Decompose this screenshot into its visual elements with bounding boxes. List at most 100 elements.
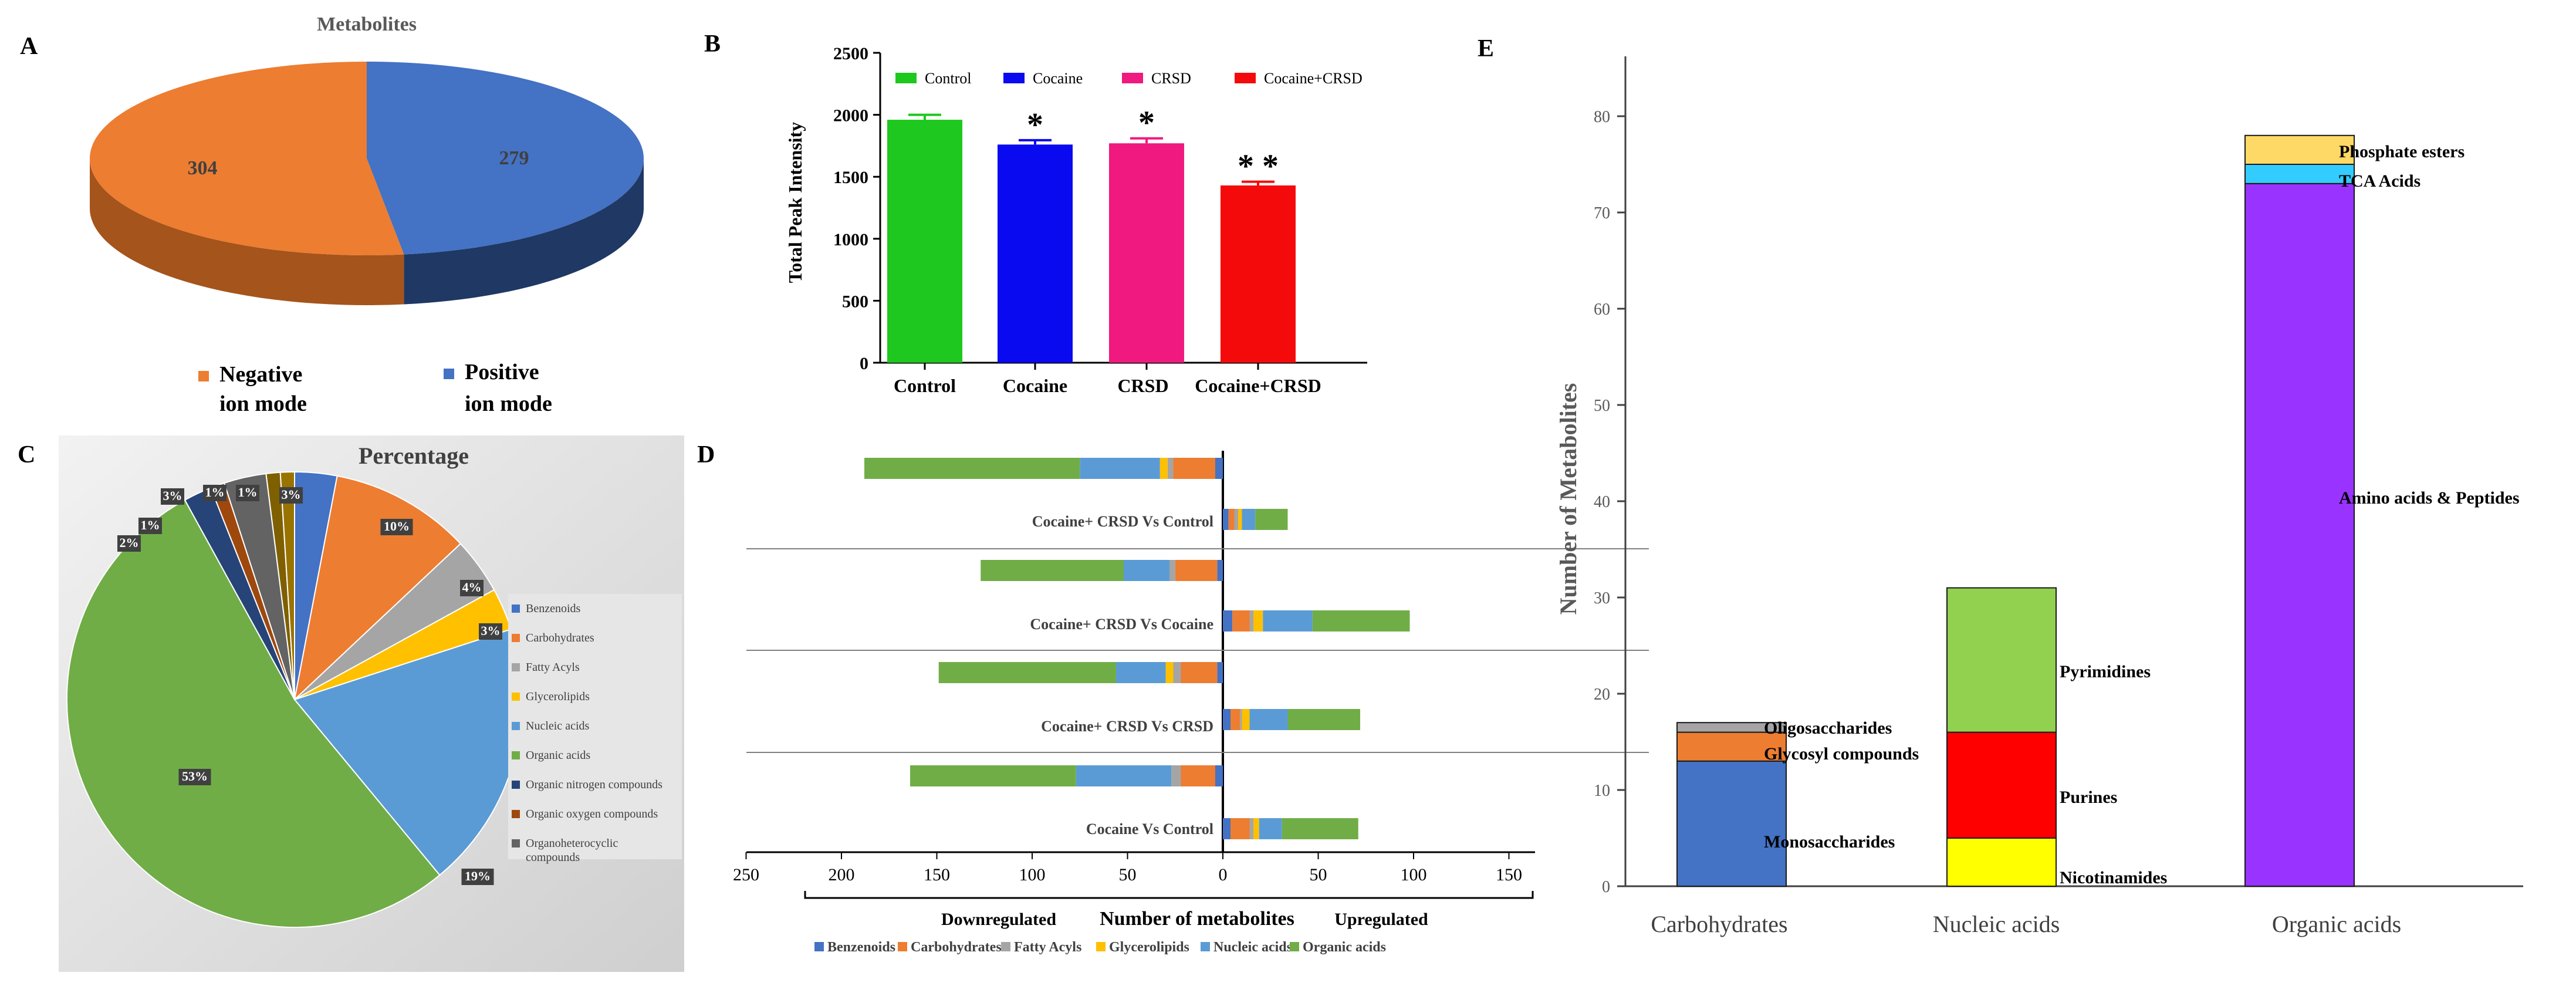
panel-d-bar-up <box>1249 818 1253 839</box>
pie-c-data-label: 1% <box>141 518 160 532</box>
pie-c-data-label-box <box>380 519 413 535</box>
panel-d-x-tick-label: 100 <box>1401 865 1427 884</box>
panel-e-bar-segment <box>1676 760 1787 887</box>
panel-d-bar-down <box>1173 662 1181 683</box>
legend-label-negative-2: ion mode <box>219 391 307 416</box>
panel-d-bracket <box>804 891 1534 899</box>
pie-a-label-positive: 279 <box>499 147 529 169</box>
panel-d-x-tick-label: 200 <box>829 865 855 884</box>
panel-e-bar-segment <box>1946 587 2057 733</box>
panel-d-legend-label: Benzenoids <box>827 940 895 955</box>
panel-d-bar-down <box>1217 560 1223 581</box>
pie-a-side-positive <box>404 158 644 305</box>
legend-swatch-positive <box>444 369 454 379</box>
pie-c-data-label: 53% <box>182 769 208 784</box>
panel-d-bar-down <box>981 560 1124 581</box>
pie-c-data-label: 3% <box>481 623 501 638</box>
panel-d-bar-down <box>864 458 1080 479</box>
pie-c-data-label: 1% <box>238 485 258 499</box>
panel-b-legend-label: Cocaine+CRSD <box>1264 70 1363 87</box>
panel-d-bar-down <box>1165 662 1174 683</box>
panel-d-bar-up <box>1228 509 1235 530</box>
pie-c-legend-background <box>508 594 682 859</box>
panel-b-significance: * <box>1027 107 1043 143</box>
panel-d-legend-swatch <box>1290 942 1299 951</box>
panel-e-segment-label: Glycosyl compounds <box>1764 744 1919 764</box>
pie-c-legend-swatch <box>512 634 520 642</box>
panel-e-y-tick-label: 30 <box>1594 589 1610 607</box>
legend-swatch-negative <box>198 371 209 381</box>
panel-letter-d: D <box>697 441 715 468</box>
panel-b-significance: * <box>1138 105 1155 141</box>
pie-c-data-label-box <box>460 580 484 596</box>
pie-a-slice-negative <box>89 62 404 255</box>
panel-d-bar-up <box>1232 610 1250 632</box>
legend-label-positive-1: Positive <box>465 360 539 384</box>
panel-b-y-tick-label: 1500 <box>833 168 868 187</box>
panel-d-bar-up <box>1282 818 1358 839</box>
panel-b-legend-swatch <box>1235 73 1256 83</box>
pie-c-data-label: 3% <box>163 488 182 503</box>
panel-letter-c: C <box>18 441 35 468</box>
panel-d-x-tick-label: 150 <box>924 865 950 884</box>
panel-b-bar <box>887 120 962 363</box>
panel-d-legend-swatch <box>1096 942 1106 951</box>
pie-c-legend-swatch <box>512 663 520 671</box>
panel-e-x-tick-label: Nucleic acids <box>1933 911 2060 937</box>
panel-d-bar-up <box>1240 709 1242 730</box>
panel-b-bar <box>1109 143 1184 363</box>
pie-c-legend-label: Benzenoids <box>526 602 581 615</box>
panel-d-legend-label: Nucleic acids <box>1213 940 1292 955</box>
panel-c-pie-chart: Percentage 3%10%4%3%19%53%2%1%3% 1% 1% Ben… <box>59 435 684 972</box>
pie-c-legend-label: Glycerolipids <box>526 690 590 703</box>
pie-c-data-label-box <box>479 623 502 640</box>
panel-d-bar-up <box>1259 818 1282 839</box>
panel-d-comparison-label: Cocaine+ CRSD Vs Control <box>1032 513 1213 530</box>
panel-d-legend-label: Glycerolipids <box>1109 940 1189 955</box>
panel-e-stacked-bar-chart: Number of Metabolites 0 10 20 30 40 50 60 70 80 M… <box>1555 56 2523 937</box>
panel-e-y-tick-label: 10 <box>1594 782 1610 800</box>
panel-letter-b: B <box>704 31 721 58</box>
panel-b-x-tick-label: Cocaine <box>1003 375 1067 396</box>
legend-label-positive-2: ion mode <box>465 391 552 416</box>
pie-c-legend-swatch <box>512 693 520 701</box>
pie-c-data-label: 4% <box>462 580 482 595</box>
panel-e-segment-label: Pyrimidines <box>2060 662 2151 681</box>
panel-e-bar-segment <box>2244 134 2355 166</box>
pie-c-data-label-box <box>279 487 303 504</box>
pie-c-legend-label: Organic nitrogen compounds <box>526 778 662 791</box>
panel-e-y-tick-label: 60 <box>1594 300 1610 319</box>
panel-d-legend-label: Fatty Acyls <box>1014 940 1081 955</box>
panel-e-segment-label: Monosaccharides <box>1764 832 1895 852</box>
panel-d-bar-up <box>1234 509 1238 530</box>
panel-d-bar-up <box>1242 509 1256 530</box>
panel-d-bar-up <box>1223 818 1230 839</box>
pie-c-data-label-box <box>178 769 211 785</box>
panel-e-segment-label: Purines <box>2060 788 2117 807</box>
panel-e-segment-label: Amino acids & Peptides <box>2339 488 2520 508</box>
panel-d-bar-up <box>1238 509 1242 530</box>
panel-b-legend-label: CRSD <box>1151 70 1191 87</box>
panel-d-comparison-label: Cocaine+ CRSD Vs CRSD <box>1041 718 1213 735</box>
pie-c-data-label-box <box>138 518 162 534</box>
panel-b-ylabel: Total Peak Intensity <box>785 122 806 283</box>
panel-d-bar-up <box>1223 709 1230 730</box>
panel-d-legend-swatch <box>1201 942 1210 951</box>
pie-c-legend-label: Carbohydrates <box>526 632 594 644</box>
panel-d-legend-swatch <box>898 942 907 951</box>
panel-d-bar-down <box>1124 560 1169 581</box>
panel-d-bar-down <box>1169 560 1175 581</box>
panel-d-up-label: Upregulated <box>1334 910 1428 929</box>
pie-c-legend-swatch <box>512 781 520 789</box>
panel-d-xlabel: Number of metabolites <box>1100 908 1294 930</box>
panel-b-x-tick-label: Cocaine+CRSD <box>1195 375 1321 396</box>
panel-b-x-tick-label: Control <box>894 375 956 396</box>
panel-d-bar-up <box>1249 709 1288 730</box>
panel-e-y-tick-label: 20 <box>1594 686 1610 704</box>
panel-d-bar-down <box>1215 765 1223 786</box>
panel-d-bar-down <box>1159 458 1168 479</box>
panel-b-significance: * * <box>1238 148 1279 185</box>
panel-e-bar-segment <box>1676 731 1787 762</box>
panel-d-bar-up <box>1242 709 1250 730</box>
panel-d-legend-swatch <box>1001 942 1010 951</box>
